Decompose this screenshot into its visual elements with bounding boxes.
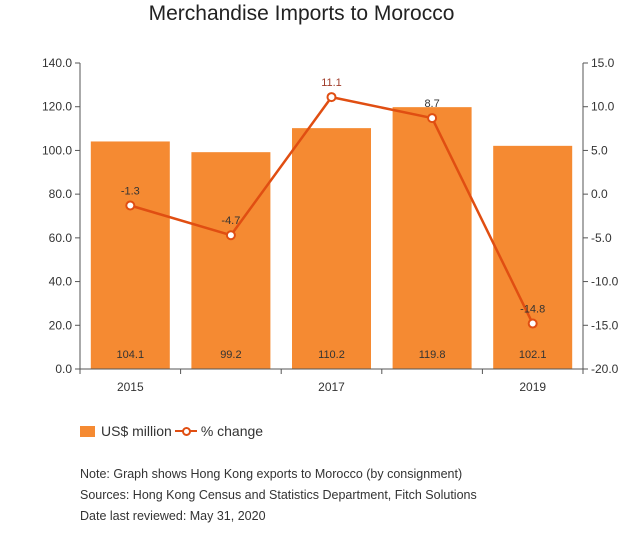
line-point [527, 318, 538, 329]
bar [292, 128, 371, 369]
sources-line: Sources: Hong Kong Census and Statistics… [80, 488, 477, 502]
line-point [125, 200, 136, 211]
bar-value-label: 99.2 [220, 349, 241, 361]
right-tick-label: -15.0 [591, 318, 619, 332]
x-tick-label: 2017 [318, 380, 345, 394]
left-tick-label: 120.0 [42, 100, 72, 114]
bar-value-label: 102.1 [519, 349, 547, 361]
bar-value-label: 119.8 [419, 349, 446, 361]
line-value-label: -1.3 [121, 186, 140, 198]
legend: US$ million % change [80, 423, 263, 439]
line-value-label: -14.8 [520, 304, 545, 316]
bar [90, 141, 170, 369]
line-point [326, 92, 337, 103]
chart-plot: 0.0 20.0 40.0 60.0 80.0 100.0 120.0 140.0 -20.0 -… [42, 56, 619, 394]
right-tick-label: 5.0 [591, 143, 608, 157]
legend-line-marker [174, 425, 197, 437]
legend-bar-swatch [80, 425, 95, 437]
right-tick-label: -10.0 [591, 275, 619, 289]
right-tick-label: -5.0 [591, 231, 612, 245]
bar [493, 145, 573, 369]
right-tick-label: 0.0 [591, 187, 608, 201]
bar-value-label: 110.2 [318, 349, 345, 361]
left-tick-label: 20.0 [49, 318, 73, 332]
x-tick-label: 2015 [117, 380, 144, 394]
bar [392, 107, 472, 369]
line-point [427, 113, 438, 124]
left-tick-label: 140.0 [42, 56, 72, 70]
chart-title: Merchandise Imports to Morocco [148, 2, 455, 25]
right-tick-label: -20.0 [591, 362, 619, 376]
right-tick-label: 10.0 [591, 100, 615, 114]
x-tick-label: 2019 [519, 380, 546, 394]
bar [191, 152, 271, 369]
line-value-label: 11.1 [321, 77, 342, 89]
left-tick-label: 100.0 [42, 143, 72, 157]
left-tick-label: 80.0 [49, 187, 73, 201]
line-point [225, 230, 236, 241]
legend-line-label: % change [200, 423, 264, 439]
date-reviewed-line: Date last reviewed: May 31, 2020 [80, 509, 266, 523]
legend-bar-label: US$ million [101, 423, 172, 439]
line-value-label: 8.7 [424, 98, 439, 110]
left-tick-label: 60.0 [49, 231, 73, 245]
chart-notes: Note: Graph shows Hong Kong exports to M… [80, 464, 477, 527]
left-tick-label: 0.0 [55, 362, 72, 376]
right-tick-label: 15.0 [591, 56, 615, 70]
bar-value-label: 104.1 [117, 349, 145, 361]
line-value-label: -4.7 [221, 215, 240, 227]
note-line: Note: Graph shows Hong Kong exports to M… [80, 467, 463, 481]
left-tick-label: 40.0 [49, 275, 73, 289]
